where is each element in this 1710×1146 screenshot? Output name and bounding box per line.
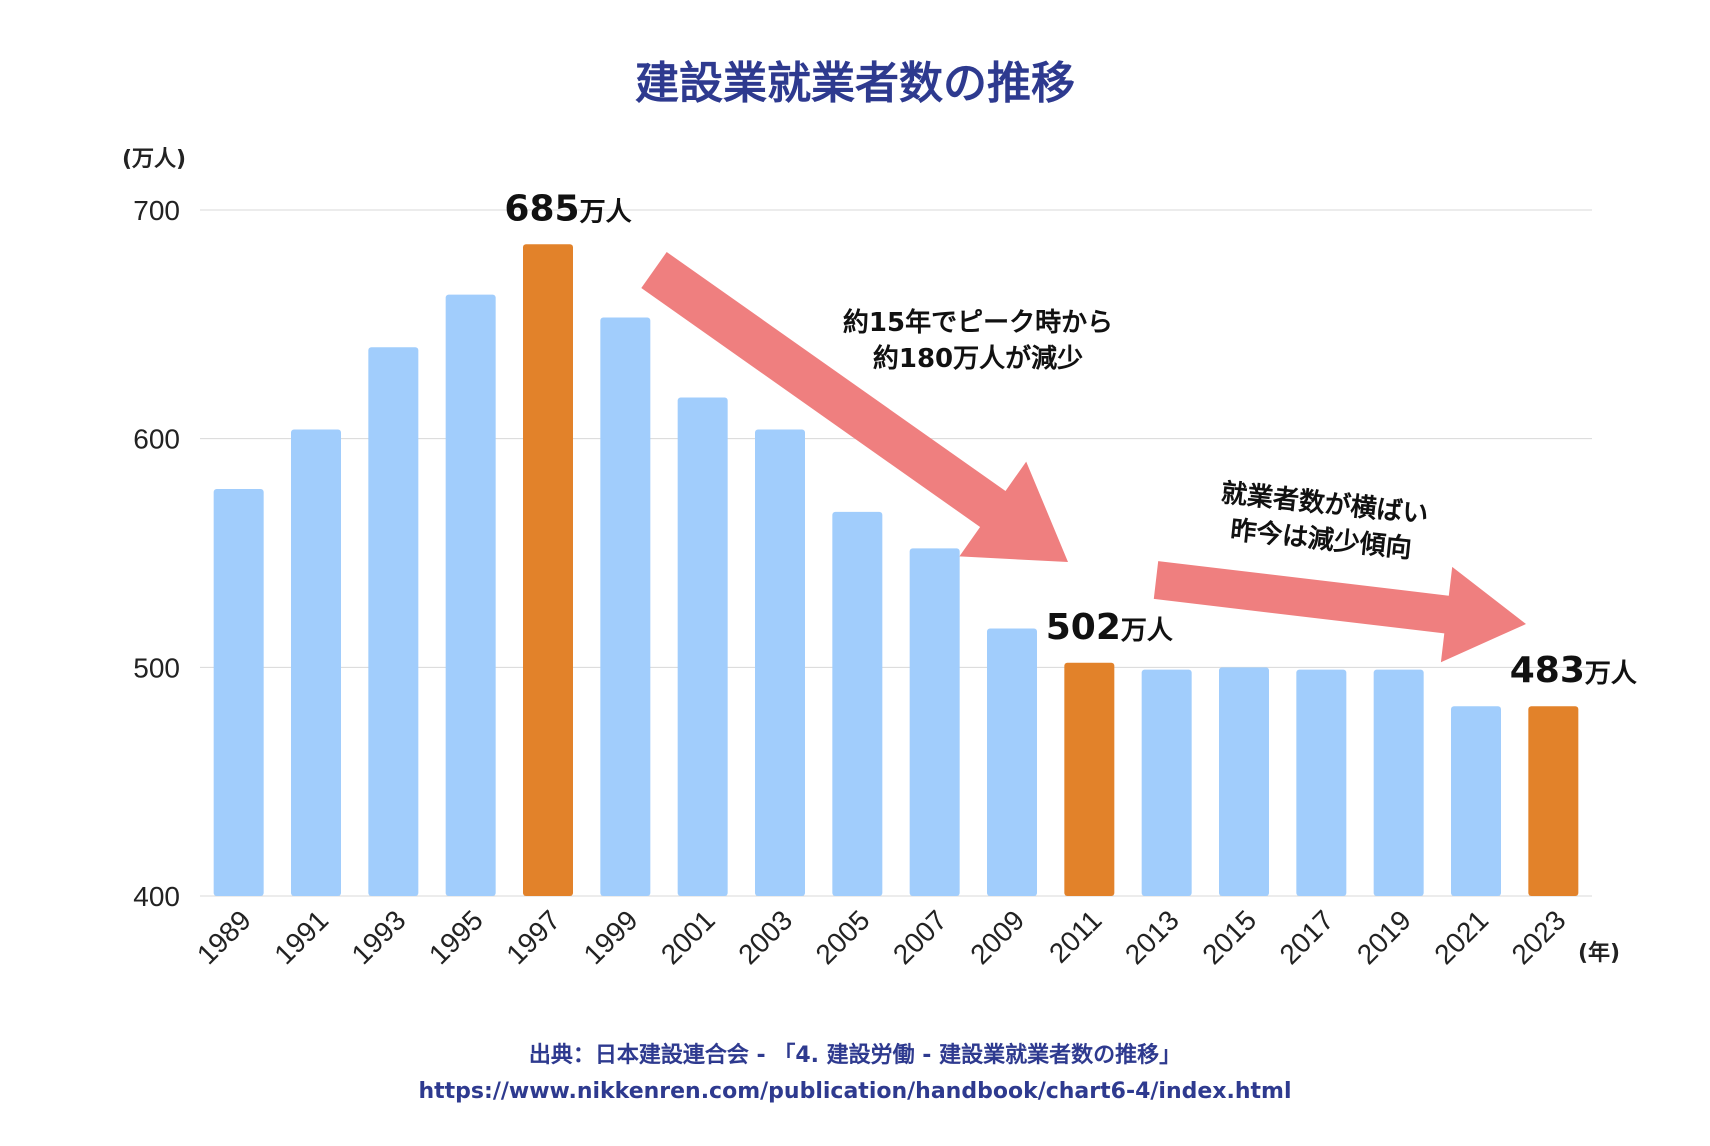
x-tick-2013: 2013 [1119, 904, 1185, 970]
data-label-2023: 483万人 [1510, 650, 1637, 691]
flat-arrow-shape [1153, 561, 1526, 663]
bars [213, 244, 1579, 897]
bar-1989 [213, 488, 264, 896]
bar-2021 [1451, 706, 1501, 896]
y-tick-600: 600 [133, 424, 180, 455]
data-labels: 685万人 502万人 483万人 [504, 188, 1637, 691]
x-tick-2007: 2007 [887, 904, 953, 970]
x-tick-1989: 1989 [191, 904, 257, 970]
bar-2003 [755, 429, 805, 896]
y-axis-unit: (万人) [122, 147, 186, 172]
bar-2017 [1296, 669, 1347, 896]
bar-2019 [1373, 669, 1424, 896]
source-url[interactable]: https://www.nikkenren.com/publication/ha… [418, 1079, 1291, 1104]
decline-annotation-line2: 約180万人が減少 [873, 343, 1083, 374]
x-tick-2003: 2003 [732, 904, 798, 970]
x-tick-2015: 2015 [1196, 904, 1262, 970]
chart-title: 建設業就業者数の推移 [635, 58, 1075, 109]
x-tick-1991: 1991 [268, 904, 334, 970]
x-tick-2021: 2021 [1428, 904, 1494, 970]
x-axis-unit: (年) [1578, 940, 1620, 966]
y-tick-700: 700 [133, 195, 180, 226]
x-tick-2023: 2023 [1506, 904, 1572, 970]
x-tick-2019: 2019 [1351, 904, 1417, 970]
bar-1991 [291, 429, 341, 896]
bar-1997 [523, 244, 573, 897]
x-tick-2017: 2017 [1274, 904, 1340, 970]
x-tick-2009: 2009 [964, 904, 1030, 970]
bar-2005 [832, 511, 883, 896]
decline-arrow [641, 252, 1068, 562]
bar-2011 [1064, 662, 1115, 896]
y-tick-500: 500 [133, 652, 180, 683]
x-tick-1999: 1999 [578, 904, 644, 970]
bar-2001 [677, 397, 728, 896]
decline-annotation-line1: 約15年でピーク時から [843, 307, 1113, 338]
x-tick-1993: 1993 [346, 904, 412, 970]
data-label-1997: 685万人 [504, 188, 631, 229]
x-tick-1995: 1995 [423, 904, 489, 970]
bar-2023 [1528, 706, 1579, 896]
bar-2015 [1219, 667, 1269, 896]
x-tick-2005: 2005 [810, 904, 876, 970]
bar-2009 [987, 628, 1037, 896]
bar-1995 [445, 294, 496, 896]
x-tick-1997: 1997 [500, 904, 566, 970]
x-tick-2011: 2011 [1043, 904, 1108, 969]
flat-arrow [1153, 561, 1526, 663]
bar-2013 [1141, 669, 1192, 896]
bar-1999 [600, 317, 651, 896]
source-citation: 出典：日本建設連合会 - 「4. 建設労働 - 建設業就業者数の推移」 [529, 1042, 1181, 1068]
x-tick-2001: 2001 [655, 904, 721, 970]
data-label-2011: 502万人 [1046, 607, 1173, 648]
y-tick-labels: 400 500 600 700 [133, 195, 180, 912]
bar-2007 [909, 548, 960, 896]
flat-annotation: 就業者数が横ばい 昨今は減少傾向 [1220, 477, 1430, 564]
bar-1993 [368, 347, 419, 896]
decline-arrow-shape [641, 252, 1068, 562]
y-tick-400: 400 [133, 881, 180, 912]
x-tick-labels: 1989 1991 1993 1995 1997 1999 2001 2003 2005 2007… [191, 904, 1572, 970]
